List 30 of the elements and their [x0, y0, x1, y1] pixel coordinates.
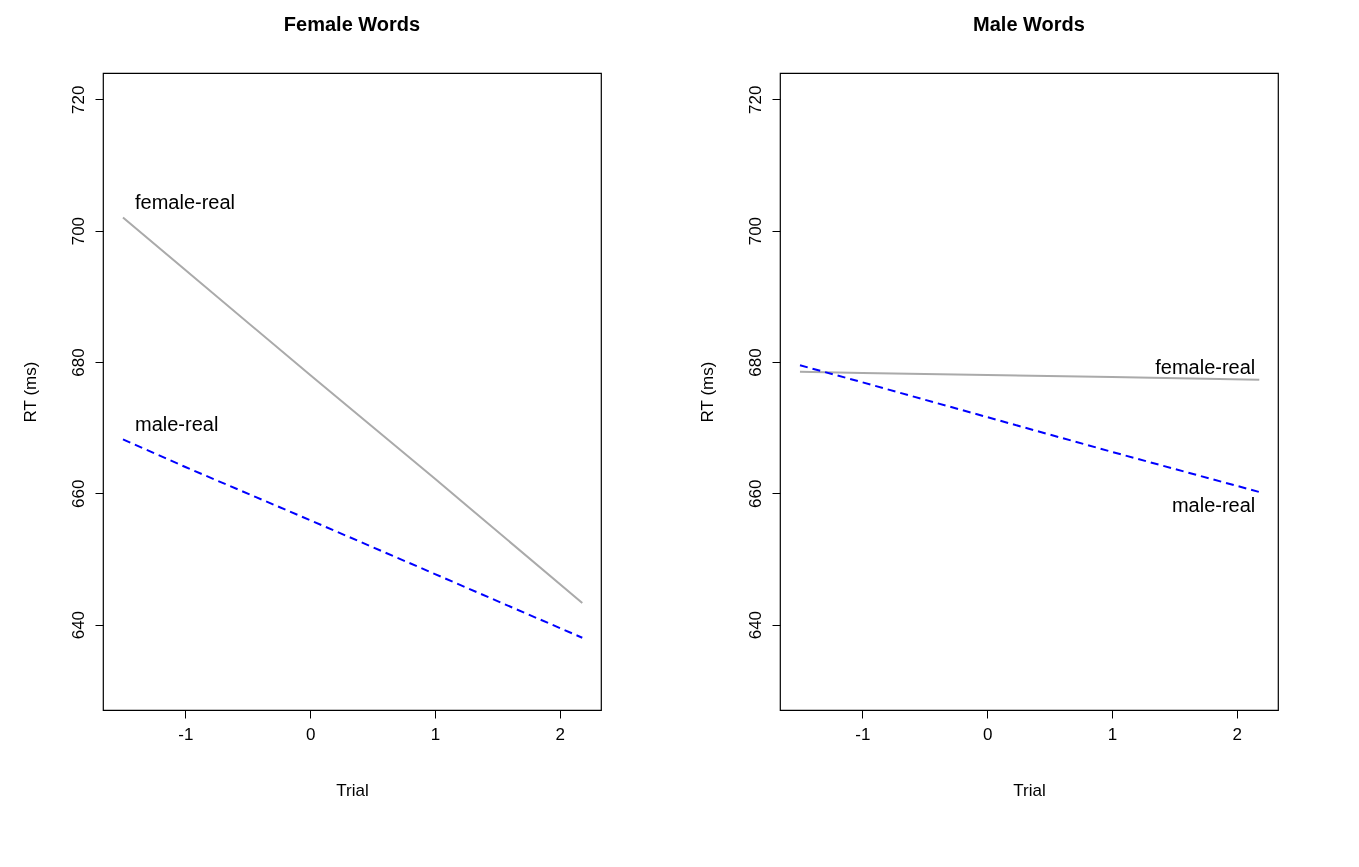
chart-title: Female Words [283, 13, 421, 35]
y-tick-label: 720 [745, 85, 765, 114]
x-tick-label: 0 [982, 724, 993, 744]
y-tick-label: 640 [745, 610, 765, 640]
x-tick-label: 1 [430, 724, 441, 744]
line-series [121, 438, 584, 639]
y-tick-label: 700 [68, 216, 88, 246]
y-tick-label: 680 [68, 348, 88, 377]
x-axis-title: Trial [336, 780, 369, 800]
x-axis-title: Trial [1013, 780, 1046, 800]
y-axis-title: RT (ms) [697, 361, 717, 423]
series-label: male-real [1171, 493, 1256, 516]
x-tick-label: 2 [1232, 724, 1243, 744]
x-tick-label: 0 [305, 724, 316, 744]
y-tick-label: 660 [68, 479, 88, 508]
x-tick-label: 2 [555, 724, 566, 744]
y-tick-label: 660 [745, 479, 765, 508]
x-tick-label: -1 [178, 724, 194, 744]
line-series [121, 216, 584, 604]
x-tick-label: 1 [1107, 724, 1118, 744]
series-label: male-real [134, 413, 219, 436]
y-tick-label: 680 [745, 348, 765, 377]
x-tick-label: -1 [855, 724, 871, 744]
y-tick-label: 720 [68, 85, 88, 114]
series-label: female-real [1155, 355, 1256, 378]
chart-title: Male Words [973, 13, 1085, 35]
y-tick-label: 640 [68, 610, 88, 640]
y-axis-title: RT (ms) [20, 361, 40, 423]
series-label: female-real [134, 191, 236, 214]
y-tick-label: 700 [745, 216, 765, 246]
